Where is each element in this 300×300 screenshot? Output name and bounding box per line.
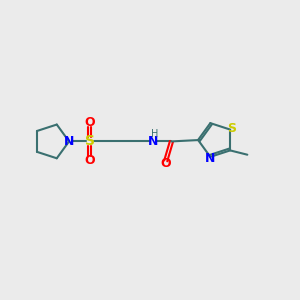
Text: H: H — [151, 129, 158, 139]
Text: O: O — [160, 157, 171, 170]
Text: N: N — [205, 152, 215, 165]
Text: N: N — [148, 135, 158, 148]
Text: S: S — [227, 122, 236, 135]
Text: N: N — [64, 135, 74, 148]
Text: S: S — [85, 134, 95, 148]
Text: O: O — [85, 154, 95, 166]
Text: O: O — [85, 116, 95, 129]
